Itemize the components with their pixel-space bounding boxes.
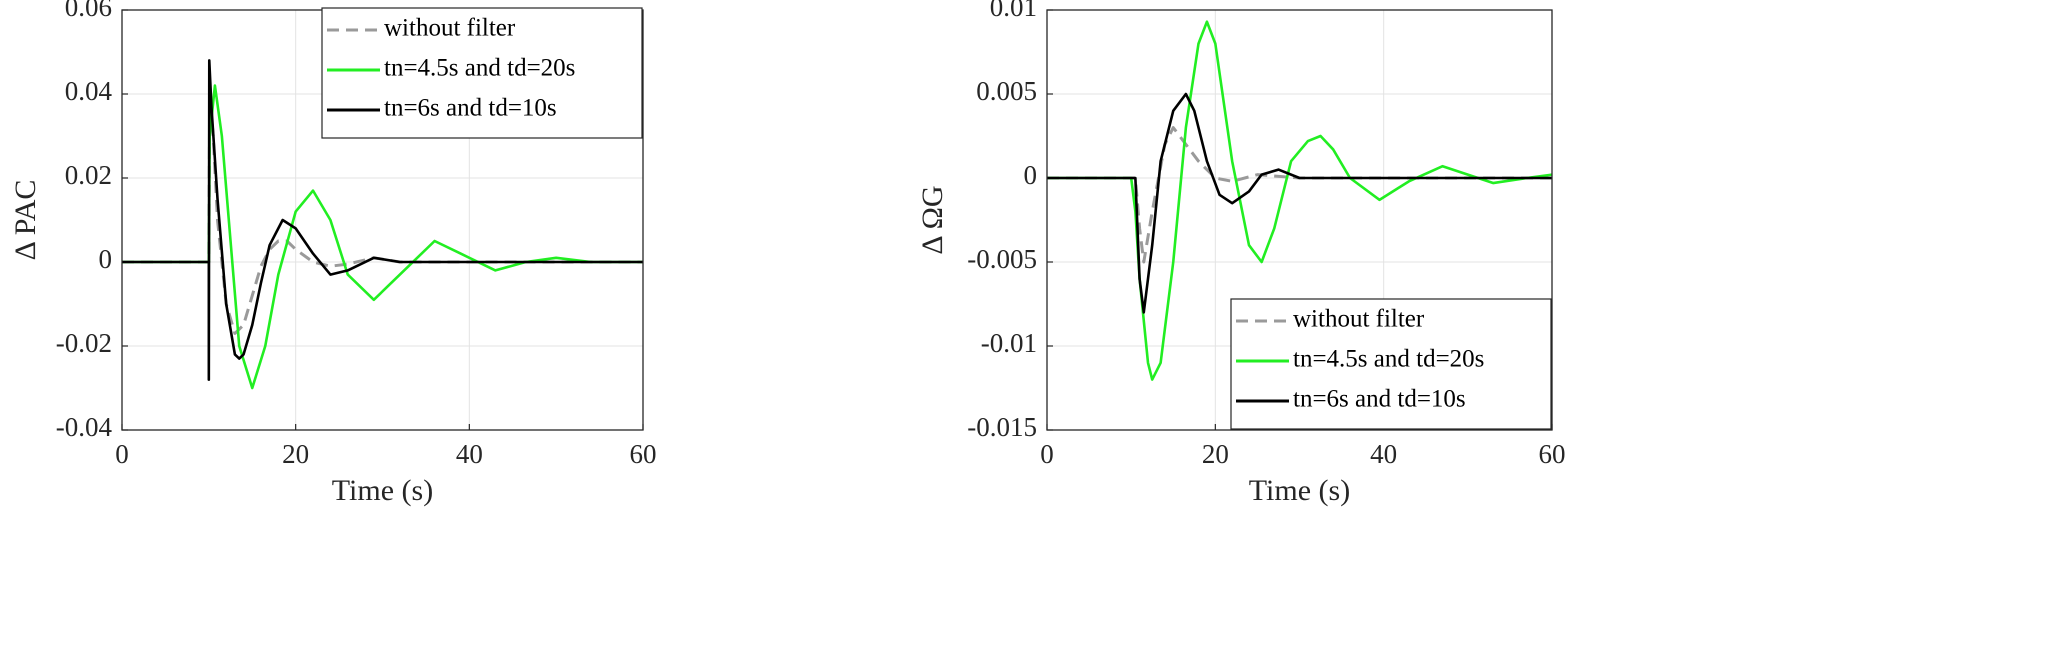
x-tick-label: 20	[282, 439, 309, 469]
y-tick-label: 0.04	[65, 76, 113, 106]
data-line	[1047, 92, 1552, 314]
y-tick-label: 0	[1024, 160, 1038, 190]
legend-label: tn=6s and td=10s	[1293, 386, 1466, 413]
x-tick-label: 60	[630, 439, 657, 469]
y-tick-label: -0.005	[967, 244, 1037, 274]
legend-label: tn=4.5s and td=20s	[384, 55, 575, 82]
y-tick-label: 0.01	[990, 0, 1037, 22]
y-tick-label: 0.06	[65, 0, 112, 22]
data-line	[1047, 20, 1553, 381]
y-tick-label: -0.01	[981, 328, 1037, 358]
y-tick-label: -0.02	[56, 328, 112, 358]
data-line	[122, 59, 643, 381]
x-tick-label: 60	[1539, 439, 1566, 469]
x-tick-label: 0	[115, 439, 129, 469]
x-axis-label: Time (s)	[1249, 474, 1350, 507]
x-tick-label: 0	[1040, 439, 1054, 469]
y-axis-label: Δ ΩG	[916, 185, 949, 254]
legend-label: without filter	[1293, 306, 1425, 333]
y-tick-label: 0.005	[976, 76, 1037, 106]
x-axis-label: Time (s)	[332, 474, 433, 507]
x-tick-label: 40	[456, 439, 483, 469]
y-axis-label: Δ PAC	[9, 180, 42, 261]
data-line	[1047, 126, 1552, 264]
legend-label: tn=4.5s and td=20s	[1293, 346, 1484, 373]
axes-frame	[1046, 9, 1553, 431]
x-tick-label: 40	[1370, 439, 1397, 469]
y-tick-label: -0.04	[56, 412, 113, 442]
x-tick-label: 20	[1202, 439, 1229, 469]
data-line	[122, 84, 643, 390]
y-tick-label: -0.015	[967, 412, 1037, 442]
y-tick-label: 0.02	[65, 160, 112, 190]
legend-label: tn=6s and td=10s	[384, 95, 557, 122]
legend-label: without filter	[384, 15, 516, 42]
y-tick-label: 0	[99, 244, 113, 274]
